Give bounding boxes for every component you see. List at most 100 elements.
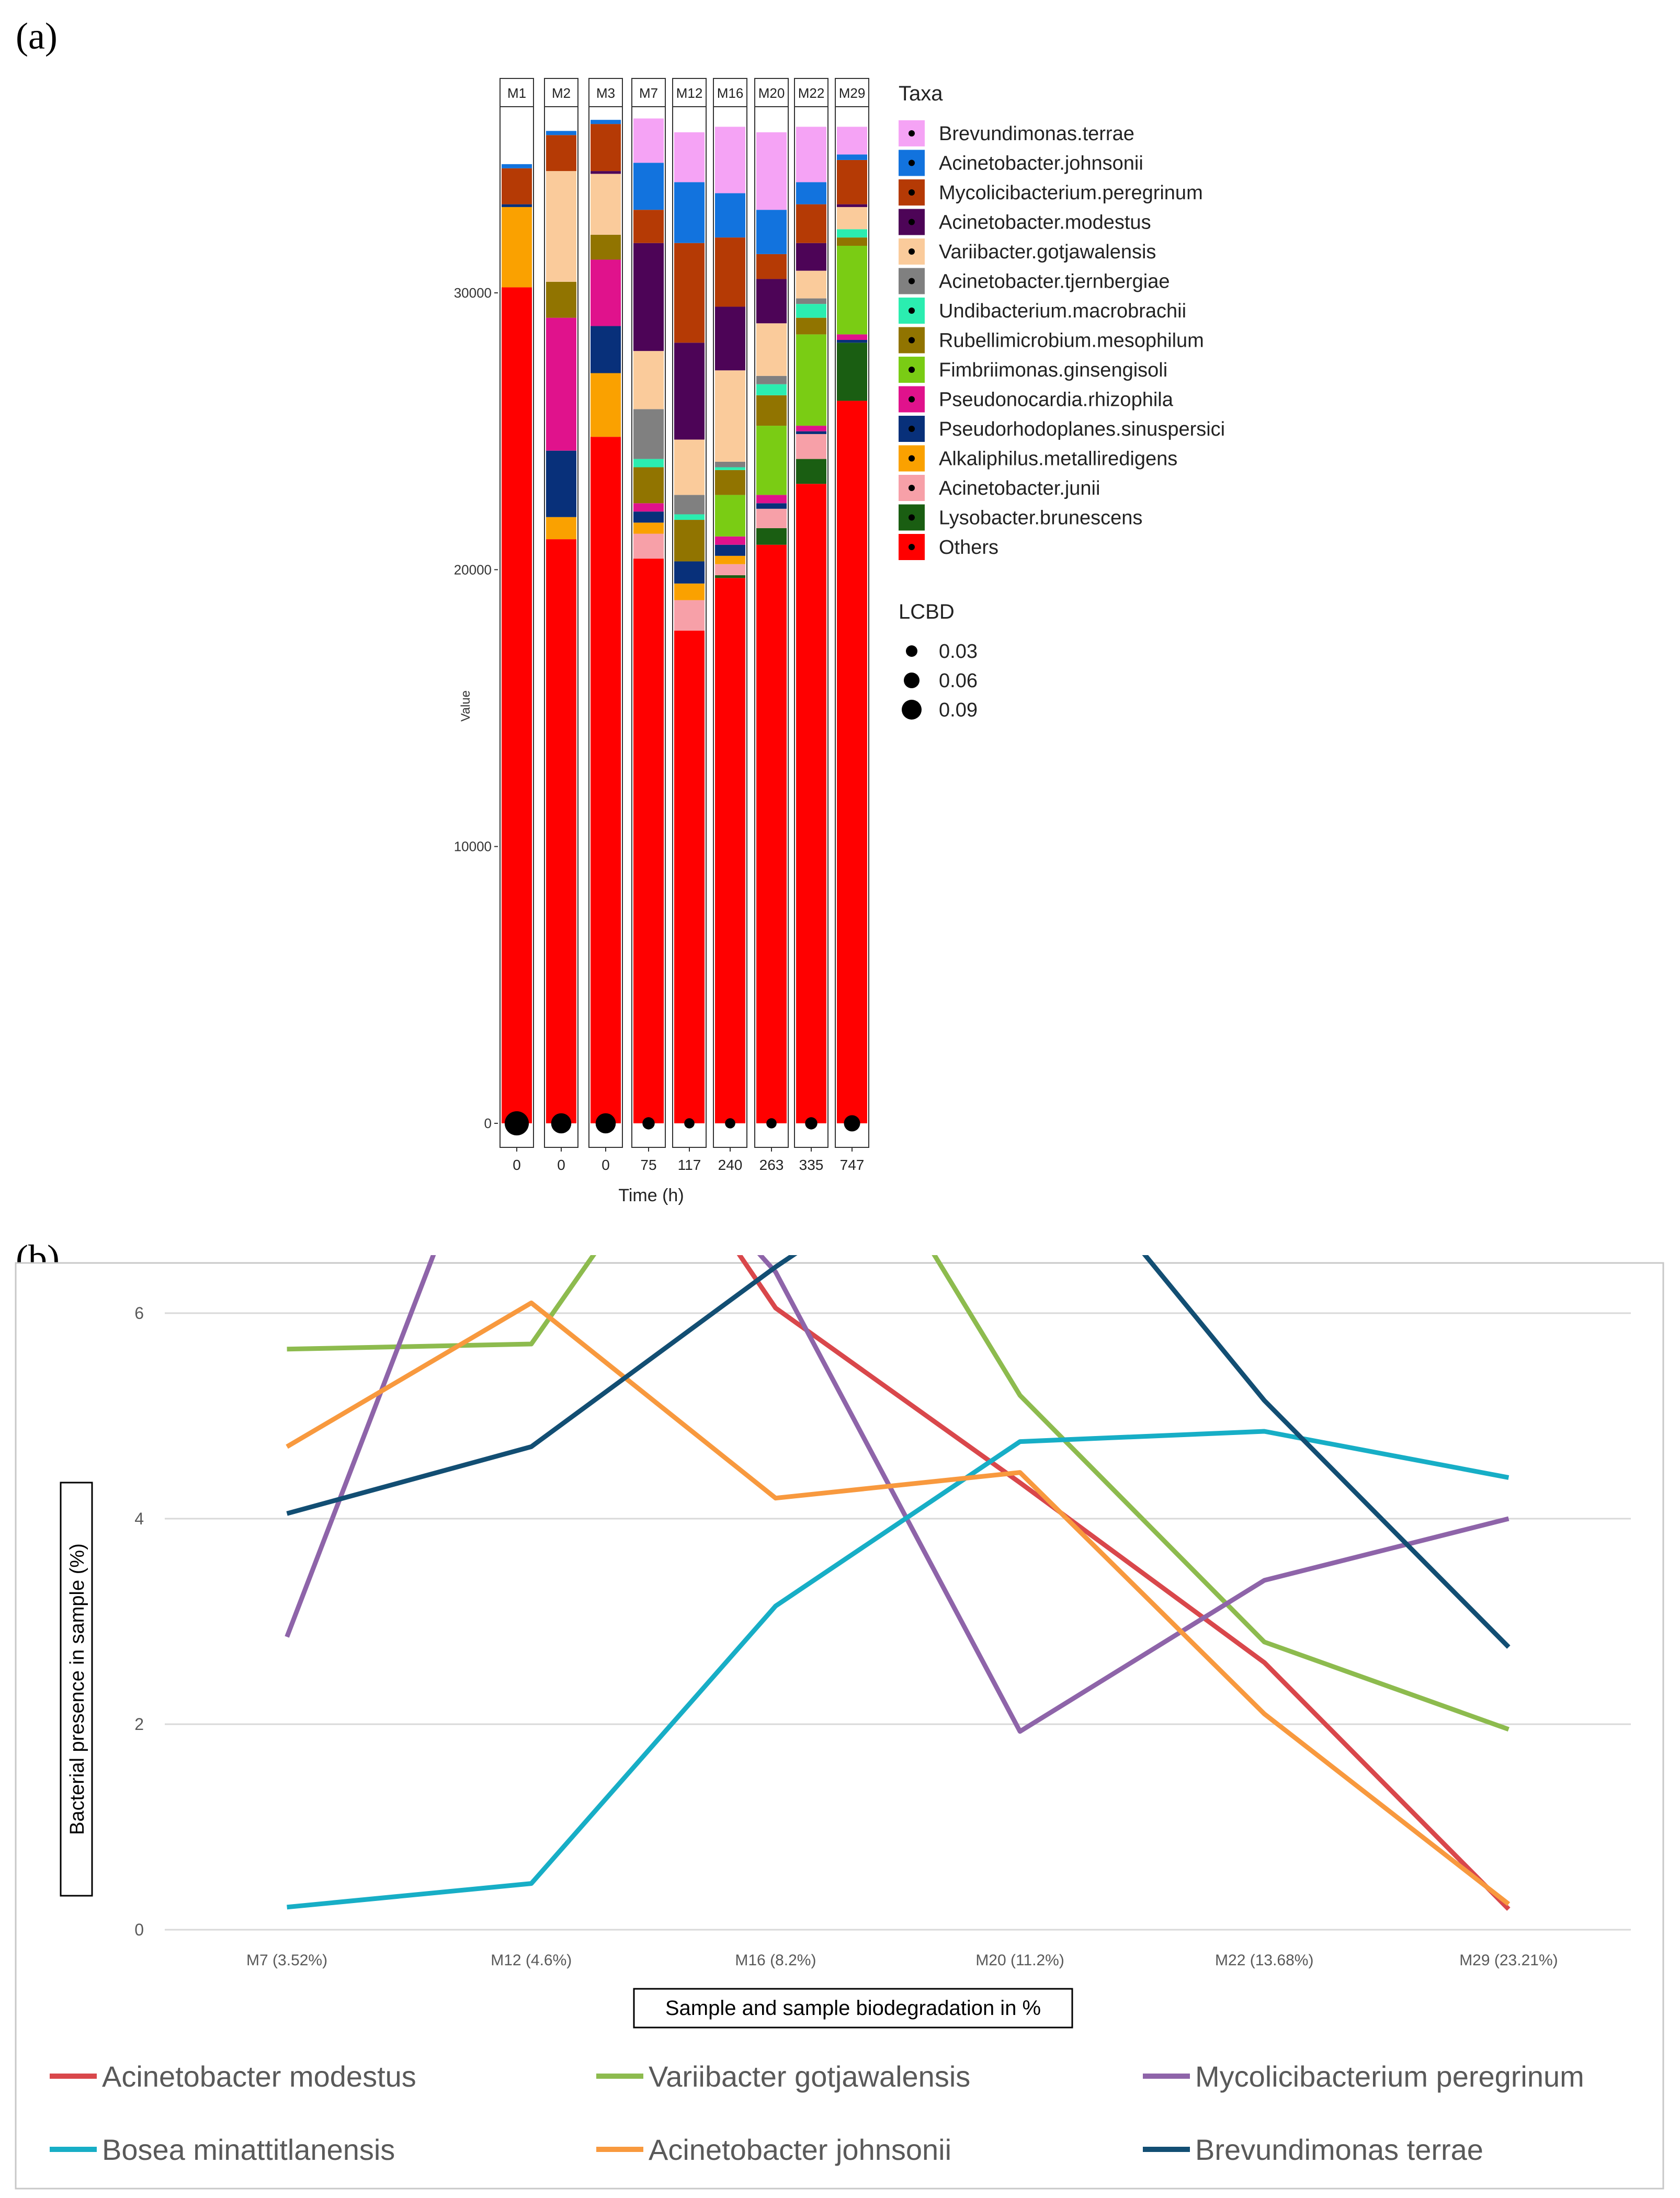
bar-segment-acinetobacter-modestus	[715, 306, 745, 371]
lcbd-point	[844, 1115, 860, 1132]
facet-label: M7	[639, 85, 658, 101]
bar-segment-pseudonocardia-rhizophila	[756, 495, 787, 504]
bar-segment-rubellimicrobium-mesophilum	[674, 520, 705, 562]
facet-label: M22	[798, 85, 825, 101]
legend-dot	[909, 367, 915, 373]
legend-dot	[909, 160, 915, 166]
bar-segment-others	[837, 401, 867, 1124]
bar-segment-undibacterium-macrobrachii	[837, 229, 867, 238]
chart-b-xtick: M12 (4.6%)	[491, 1952, 572, 1969]
legend-label-rubellimicrobium-mesophilum: Rubellimicrobium.mesophilum	[939, 330, 1204, 352]
bar-segment-mycolicibacterium-peregrinum	[674, 243, 705, 343]
chart-a-xtick: 747	[840, 1157, 865, 1173]
legend-dot	[909, 130, 915, 136]
facet-label: M3	[596, 85, 615, 101]
bar-segment-acinetobacter-johnsonii	[591, 120, 621, 124]
lcbd-point	[766, 1118, 777, 1129]
bar-segment-alkaliphilus-metalliredigens	[591, 373, 621, 437]
bar-segment-acinetobacter-modestus	[591, 171, 621, 174]
bar-segment-lysobacter-brunescens	[837, 343, 867, 401]
bar-segment-acinetobacter-tjernbergiae	[756, 375, 787, 384]
bar-segment-undibacterium-macrobrachii	[715, 467, 745, 470]
bar-segment-mycolicibacterium-peregrinum	[633, 210, 664, 243]
bar-segment-brevundimonas-terrae	[837, 127, 867, 155]
bar-segment-pseudorhodoplanes-sinuspersici	[674, 561, 705, 584]
legend-label-fimbriimonas-ginsengisoli: Fimbriimonas.ginsengisoli	[939, 359, 1167, 381]
facet-label: M1	[507, 85, 526, 101]
chart-a-ytick: 20000	[454, 562, 492, 577]
bar-segment-acinetobacter-modestus	[837, 204, 867, 207]
legend-label-acinetobacter-modestus: Acinetobacter.modestus	[939, 212, 1151, 234]
chart-b-xtick: M29 (23.21%)	[1459, 1952, 1558, 1969]
facet-label: M16	[717, 85, 744, 101]
bar-segment-mycolicibacterium-peregrinum	[715, 237, 745, 307]
legend-label-undibacterium-macrobrachii: Undibacterium.macrobrachii	[939, 300, 1186, 322]
lcbd-legend-dot	[906, 645, 917, 657]
bar-segment-pseudorhodoplanes-sinuspersici	[546, 450, 576, 517]
series-line-variibacter-gotjawalensis	[287, 1255, 1509, 1732]
chart-a-xtick: 117	[678, 1157, 701, 1173]
legend-dot	[909, 514, 915, 521]
bar-segment-undibacterium-macrobrachii	[756, 384, 787, 395]
legend-label-lysobacter-brunescens: Lysobacter.brunescens	[939, 507, 1142, 529]
bar-segment-pseudonocardia-rhizophila	[715, 536, 745, 545]
legend-label-acinetobacter-johnsonii: Acinetobacter.johnsonii	[939, 153, 1143, 175]
chart-a-xtick: 263	[759, 1157, 784, 1173]
chart-b-xlabel: Sample and sample biodegradation in %	[665, 1997, 1041, 2020]
legend-label-pseudonocardia-rhizophila: Pseudonocardia.rhizophila	[939, 389, 1174, 411]
bar-segment-undibacterium-macrobrachii	[633, 459, 664, 468]
lcbd-legend-label: 0.09	[939, 699, 978, 721]
lcbd-point	[642, 1117, 655, 1130]
lcbd-legend-label: 0.06	[939, 670, 978, 692]
legend-label-bosea-minattitlanensis: Bosea minattitlanensis	[102, 2133, 395, 2166]
bar-segment-acinetobacter-tjernbergiae	[633, 409, 664, 459]
bar-segment-rubellimicrobium-mesophilum	[837, 237, 867, 246]
bar-segment-undibacterium-macrobrachii	[796, 304, 826, 318]
bar-segment-variibacter-gotjawalensis	[633, 351, 664, 409]
bar-segment-pseudonocardia-rhizophila	[591, 259, 621, 326]
bar-segment-rubellimicrobium-mesophilum	[756, 395, 787, 426]
bar-segment-fimbriimonas-ginsengisoli	[715, 495, 745, 537]
lcbd-point	[684, 1118, 695, 1129]
bar-segment-alkaliphilus-metalliredigens	[502, 207, 532, 288]
bar-segment-mycolicibacterium-peregrinum	[796, 204, 826, 243]
bar-segment-brevundimonas-terrae	[674, 132, 705, 183]
chart-a-xtick: 240	[718, 1157, 743, 1173]
legend-label-acinetobacter-modestus: Acinetobacter modestus	[102, 2060, 416, 2093]
chart-b-ylabel-frame	[60, 1482, 93, 1897]
legend-label-mycolicibacterium-peregrinum: Mycolicibacterium.peregrinum	[939, 182, 1203, 204]
bar-segment-acinetobacter-johnsonii	[633, 163, 664, 210]
chart-b-xtick: M7 (3.52%)	[246, 1952, 327, 1969]
bar-segment-others	[502, 287, 532, 1123]
bar-segment-fimbriimonas-ginsengisoli	[756, 426, 787, 495]
facet-strip	[588, 78, 623, 107]
series-line-acinetobacter-modestus	[736, 1255, 1511, 1911]
chart-b-ytick: 4	[134, 1509, 144, 1528]
bar-segment-rubellimicrobium-mesophilum	[633, 467, 664, 504]
bar-segment-brevundimonas-terrae	[796, 127, 826, 183]
legend-dot	[909, 248, 915, 255]
bar-segment-mycolicibacterium-peregrinum	[502, 168, 532, 204]
line-chart: 024681012M7 (3.52%)M12 (4.6%)M16 (8.2%)M…	[15, 1255, 1664, 2190]
bar-segment-pseudorhodoplanes-sinuspersici	[837, 339, 867, 343]
chart-a-xtick: 0	[601, 1157, 610, 1173]
bar-segment-pseudorhodoplanes-sinuspersici	[715, 544, 745, 556]
chart-b-xtick: M16 (8.2%)	[735, 1952, 816, 1969]
bar-segment-others	[756, 544, 787, 1123]
bar-segment-acinetobacter-tjernbergiae	[715, 461, 745, 468]
bar-segment-alkaliphilus-metalliredigens	[674, 583, 705, 600]
legend-label-brevundimonas-terrae: Brevundimonas terrae	[1195, 2133, 1483, 2166]
legend-dot	[909, 337, 915, 344]
bar-segment-acinetobacter-tjernbergiae	[674, 495, 705, 515]
bar-segment-acinetobacter-modestus	[756, 279, 787, 324]
bar-segment-mycolicibacterium-peregrinum	[837, 160, 867, 204]
bar-segment-others	[715, 578, 745, 1123]
bar-segment-rubellimicrobium-mesophilum	[796, 317, 826, 335]
bar-segment-alkaliphilus-metalliredigens	[715, 555, 745, 564]
legend-dot	[909, 278, 915, 284]
bar-segment-alkaliphilus-metalliredigens	[633, 522, 664, 534]
facet-label: M20	[758, 85, 785, 101]
chart-b-frame	[15, 1262, 1664, 2190]
legend-dot	[909, 219, 915, 225]
bar-segment-acinetobacter-junii	[674, 600, 705, 631]
